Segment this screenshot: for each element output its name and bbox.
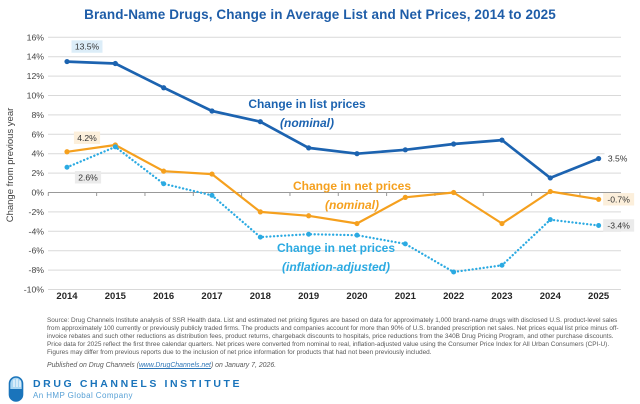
logo-text: DRUG CHANNELS INSTITUTE An HMP Global Co… [33, 378, 242, 400]
y-tick-label: 2% [31, 168, 44, 178]
data-point [402, 147, 408, 153]
data-label-bg [603, 219, 635, 232]
data-point [354, 220, 360, 227]
data-point [257, 209, 263, 215]
data-point [596, 222, 602, 228]
y-tick-label: 14% [27, 52, 45, 62]
x-tick-label: 2022 [443, 291, 464, 302]
series-line-1 [65, 143, 600, 225]
x-tick-label: 2023 [491, 291, 512, 302]
series-annotation: Change in list prices [248, 97, 366, 111]
data-point [161, 181, 167, 187]
data-point [451, 269, 457, 275]
data-point [306, 231, 312, 237]
series-line-0 [65, 60, 600, 180]
y-tick-label: 0% [31, 188, 44, 198]
price-trends-chart: 16% 14% 12% 10% 8% 6% 4% 2% 0% -2% -4% -6% -8% -10% 20… [5, 32, 635, 302]
data-point [354, 151, 360, 157]
drug-channels-logo: DRUG CHANNELS INSTITUTE An HMP Global Co… [8, 376, 242, 402]
data-point [402, 241, 408, 247]
data-point [402, 194, 408, 200]
data-point [209, 108, 215, 114]
x-tick-label: 2017 [201, 291, 222, 302]
data-point [112, 144, 118, 150]
source-note: Source: Drug Channels Institute analysis… [47, 317, 619, 356]
x-tick-label: 2019 [298, 291, 319, 302]
data-point [64, 149, 70, 155]
x-tick-label: 2025 [588, 291, 610, 302]
y-tick-label: 8% [31, 110, 44, 120]
data-point [547, 188, 553, 195]
y-tick-label: -8% [29, 265, 45, 275]
data-point [547, 217, 553, 223]
data-label: 2.6% [78, 172, 98, 182]
y-tick-label: 6% [31, 129, 44, 139]
data-point [306, 213, 312, 219]
published-note: Published on Drug Channels (www.DrugChan… [47, 362, 629, 369]
x-tick-label: 2014 [56, 291, 78, 302]
x-tick-label: 2020 [346, 291, 367, 302]
data-point [451, 189, 457, 196]
data-point [257, 119, 263, 125]
y-tick-label: 4% [31, 149, 44, 159]
y-tick-label: -6% [29, 246, 45, 256]
data-point [161, 168, 167, 174]
x-tick-label: 2016 [153, 291, 174, 302]
series-annotation: Change in net prices [293, 179, 411, 193]
data-point [547, 175, 553, 181]
data-point [209, 171, 215, 177]
x-tick-label: 2015 [105, 291, 127, 302]
data-point [257, 234, 263, 240]
series-annotation: Change in net prices [277, 241, 395, 255]
data-point [499, 220, 505, 227]
logo-tagline: An HMP Global Company [33, 391, 133, 400]
x-tick-label: 2024 [540, 291, 562, 302]
data-point [161, 85, 167, 91]
data-point [112, 60, 118, 67]
data-label-bg [603, 193, 635, 206]
series-line-2 [65, 145, 600, 274]
x-tick-label: 2021 [395, 291, 417, 302]
data-label-bg [73, 131, 101, 144]
data-point [209, 192, 215, 198]
y-tick-label: 16% [27, 32, 45, 42]
data-point [596, 155, 602, 162]
y-tick-label: -2% [29, 207, 45, 217]
y-axis-title: Change from previous year [5, 108, 16, 223]
data-point [499, 137, 505, 143]
drugchannels-link[interactable]: www.DrugChannels.net [138, 362, 211, 369]
data-label-bg [74, 171, 102, 184]
data-label-bg [604, 152, 631, 165]
data-point [354, 232, 360, 238]
x-tick-label: 2018 [250, 291, 271, 302]
data-point [64, 164, 70, 170]
y-tick-label: 12% [27, 71, 45, 81]
data-label: -0.7% [607, 194, 630, 204]
series-annotation-sub: (nominal) [280, 116, 334, 130]
capsule-icon [8, 376, 24, 402]
chart-title: Brand-Name Drugs, Change in Average List… [84, 7, 556, 22]
y-tick-label: 10% [27, 91, 45, 101]
series-annotation-sub: (inflation-adjusted) [282, 260, 390, 274]
data-point [596, 196, 602, 202]
data-point [451, 141, 457, 147]
y-tick-label: -10% [24, 285, 45, 295]
data-label: 4.2% [77, 133, 97, 143]
logo-name: DRUG CHANNELS INSTITUTE [33, 378, 243, 390]
y-tick-label: -4% [29, 226, 45, 236]
published-prefix: Published on Drug Channels ( [47, 362, 139, 369]
data-label: 3.5% [608, 154, 628, 164]
published-suffix: ) on January 7, 2026. [210, 362, 277, 369]
data-point [499, 262, 505, 268]
series-annotation-sub: (nominal) [325, 198, 379, 212]
data-label: 13.5% [75, 42, 100, 52]
data-label-bg [71, 40, 103, 53]
data-point [64, 58, 70, 65]
data-label: -3.4% [607, 220, 630, 230]
data-point [306, 145, 312, 151]
